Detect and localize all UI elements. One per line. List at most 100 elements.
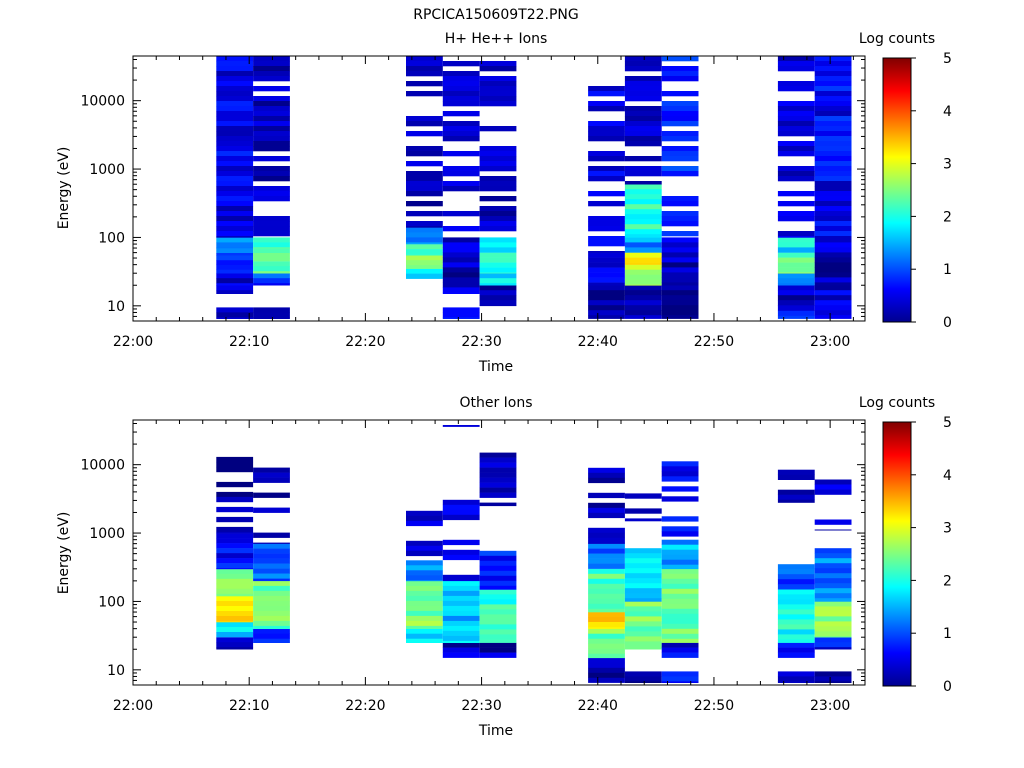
spectrogram-cell — [588, 251, 625, 253]
spectrogram-cell — [253, 553, 290, 559]
spectrogram-cell — [479, 252, 517, 258]
spectrogram-cell — [661, 466, 699, 472]
spectrogram-cell — [442, 574, 480, 581]
spectrogram-cell — [406, 265, 443, 269]
figure-title: RPCICA150609T22.PNG — [413, 7, 578, 23]
spectrogram-cell — [479, 492, 517, 498]
spectrogram-cell — [661, 305, 699, 311]
spectrogram-cell — [253, 186, 290, 192]
spectrogram-cell — [406, 590, 443, 597]
spectrogram-cell — [661, 277, 699, 283]
spectrogram-cell — [253, 615, 290, 622]
spectrogram-cell — [588, 622, 625, 628]
spectrogram-cell — [253, 605, 290, 612]
spectrogram-cell — [479, 278, 517, 284]
spectrogram-cell — [216, 637, 254, 643]
band-cells — [216, 637, 254, 650]
spectrogram-cell — [253, 283, 290, 286]
spectrogram-cell — [661, 593, 699, 600]
spectrogram-cell — [777, 604, 815, 610]
spectrogram-cell — [777, 494, 815, 500]
spectrogram-cell — [442, 81, 480, 87]
spectrogram-cell — [777, 642, 815, 648]
spectrogram-cell — [777, 574, 815, 580]
spectrogram-cell — [777, 262, 815, 268]
band-cells — [588, 657, 625, 683]
spectrogram-cell — [216, 231, 254, 237]
spectrogram-cell — [588, 121, 625, 127]
colorbar-tick-label: 3 — [943, 157, 952, 173]
spectrogram-cell — [624, 252, 662, 258]
spectrogram-cell — [253, 156, 290, 162]
spectrogram-cell — [661, 526, 699, 532]
band-cells — [406, 580, 443, 629]
spectrogram-cell — [588, 171, 625, 177]
spectrogram-cell — [442, 282, 480, 288]
spectrogram-cell — [814, 578, 852, 584]
spectrogram-cell — [814, 196, 852, 202]
spectrogram-cell — [624, 199, 662, 205]
spectrogram-cell — [814, 226, 852, 232]
y-axis-label: Energy (eV) — [56, 512, 72, 595]
spectrogram-cell — [442, 615, 480, 622]
spectrogram-cell — [406, 186, 443, 192]
band-cells — [479, 589, 517, 643]
band-cells — [624, 237, 662, 253]
spectrogram-cell — [253, 146, 290, 152]
colorbar: Log counts 0 1 2 3 4 5 — [859, 31, 952, 331]
spectrogram-cell — [661, 111, 699, 117]
spectrogram-cell — [479, 502, 517, 507]
spectrogram-band — [253, 453, 290, 544]
spectrogram-cell — [624, 237, 662, 243]
spectrogram-cell — [814, 76, 852, 82]
spectrogram-cell — [442, 86, 480, 92]
spectrogram-cell — [479, 570, 517, 577]
spectrogram-cell — [777, 652, 815, 658]
spectrogram-cell — [588, 662, 625, 669]
colorbar-tick-label: 4 — [943, 104, 952, 120]
spectrogram-cell — [442, 171, 480, 177]
spectrogram-cell — [777, 629, 815, 635]
spectrogram-cell — [253, 66, 290, 72]
spectrogram-cell — [442, 61, 480, 67]
spectrogram-cell — [814, 563, 852, 569]
spectrogram-cell — [588, 216, 625, 222]
spectrogram-cell — [479, 550, 517, 557]
spectrogram-cell — [253, 56, 290, 62]
spectrogram-cell — [216, 573, 254, 580]
spectrogram-cell — [479, 609, 517, 615]
panel-other-ions: Other Ions 22:00 22:10 22:20 22:30 22:40 22:5… — [56, 395, 952, 739]
spectrogram-cell — [661, 121, 699, 127]
spectrogram-cell — [479, 575, 517, 582]
spectrogram-cell — [588, 191, 625, 197]
spectrogram-cell — [406, 575, 443, 581]
spectrogram-cell — [777, 252, 815, 258]
spectrogram-cell — [253, 580, 290, 587]
colorbar-tick-label: 1 — [943, 626, 952, 642]
spectrogram-cell — [442, 590, 480, 597]
spectrogram-cell — [406, 171, 443, 177]
spectrogram-cell — [588, 252, 625, 258]
spectrogram-cell — [406, 638, 443, 643]
spectrogram-cell — [216, 622, 254, 628]
spectrogram-cell — [406, 191, 443, 197]
spectrogram-cell — [624, 91, 662, 97]
plot-frame — [132, 55, 866, 322]
y-tick-label: 10 — [107, 663, 125, 679]
band-cells — [406, 227, 443, 245]
spectrogram-cell — [661, 166, 699, 172]
spectrogram-cell — [406, 545, 443, 552]
band-cells — [253, 261, 290, 274]
spectrogram-cell — [479, 96, 517, 102]
spectrogram-cell — [624, 568, 662, 574]
spectrogram-cell — [777, 242, 815, 248]
band-cells — [216, 255, 254, 265]
spectrogram-cell — [588, 558, 625, 564]
spectrogram-cell — [442, 257, 480, 263]
band-cells — [777, 469, 815, 503]
spectrogram-cell — [588, 221, 625, 227]
spectrogram-cell — [253, 242, 290, 248]
spectrogram-cell — [406, 181, 443, 187]
spectrogram-cell — [253, 248, 290, 254]
spectrogram-cell — [479, 216, 517, 222]
